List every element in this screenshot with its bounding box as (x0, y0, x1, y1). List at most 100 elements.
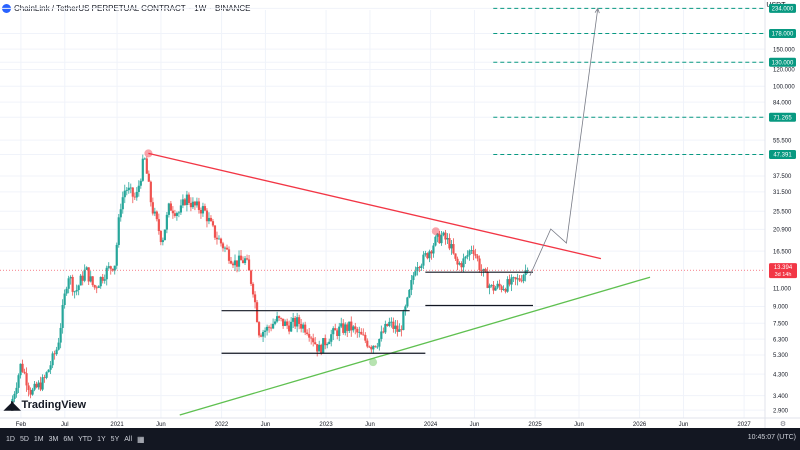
price-tick-label: 11.000 (773, 286, 792, 292)
candle-body (342, 323, 345, 333)
candle-body (189, 202, 193, 208)
timeframe-1d[interactable]: 1D (6, 435, 15, 443)
candle-body (67, 278, 70, 289)
candle-body (498, 283, 501, 287)
candle-body (259, 335, 263, 337)
target-price-tag (769, 3, 796, 13)
candle-body (121, 197, 124, 210)
candle-body (177, 212, 180, 214)
candle-body (57, 342, 60, 350)
candle-body (488, 285, 491, 288)
candle-body (378, 338, 381, 347)
candle-body (53, 353, 56, 355)
candle-body (508, 279, 511, 285)
candle-body (33, 383, 36, 390)
candle-body (199, 209, 203, 214)
candle-body (512, 277, 515, 279)
candle-body (294, 317, 297, 327)
candle-body (412, 275, 415, 281)
candle-body (282, 318, 285, 326)
candle-body (29, 390, 32, 395)
candle-body (143, 158, 146, 160)
candle-body (79, 275, 82, 286)
candle-body (25, 373, 28, 386)
candle-body (15, 387, 18, 394)
candle-body (145, 158, 148, 174)
candle-body (406, 297, 409, 307)
candle-body (273, 321, 277, 324)
target-price-tag (769, 112, 796, 122)
candle-body (171, 210, 174, 214)
candle-body (502, 289, 505, 290)
candle-body (19, 363, 22, 376)
price-tick-label: 37.500 (773, 174, 792, 180)
candle-body (460, 263, 463, 268)
candle-body (440, 235, 443, 244)
timeframe-3m[interactable]: 3M (48, 435, 59, 443)
candle-body (490, 284, 493, 286)
time-tick-label: 2023 (319, 422, 333, 428)
candle-body (75, 290, 78, 292)
price-chart[interactable]: 234.000 178.000 150.000 130.000 120.000 100.0… (0, 0, 800, 428)
candle-body (442, 232, 445, 236)
candle-body (155, 211, 158, 220)
candle-body (522, 275, 525, 282)
candle-body (364, 334, 367, 341)
candle-body (348, 321, 351, 331)
candle-body (322, 338, 325, 354)
candle-body (261, 331, 265, 337)
candle-body (239, 255, 243, 261)
candle-body (410, 280, 413, 290)
candle-body (265, 326, 269, 331)
timeframe-6m[interactable]: 6M (63, 435, 74, 443)
candle-body (474, 253, 477, 256)
candle-body (71, 276, 74, 292)
candle-body (480, 270, 483, 272)
candle-body (187, 194, 191, 203)
candle-body (280, 317, 283, 319)
candle-body (464, 256, 467, 259)
candle-body (23, 371, 26, 374)
candle-body (428, 251, 431, 259)
candle-body (133, 196, 136, 198)
pivot-marker (144, 149, 153, 158)
candle-body (217, 238, 221, 240)
time-tick-label: 2027 (737, 422, 751, 428)
date-range-icon[interactable]: ▦ (137, 434, 145, 444)
candle-body (456, 258, 459, 265)
candle-body (346, 324, 349, 331)
candle-body (312, 338, 315, 343)
candle-body (123, 190, 126, 198)
candle-body (85, 267, 88, 270)
candle-body (165, 214, 168, 230)
candle-body (380, 331, 383, 339)
timeframe-ytd[interactable]: YTD (78, 435, 93, 443)
candle-body (362, 334, 365, 336)
candle-body (288, 325, 291, 332)
utc-clock[interactable]: 10:45:07 (UTC) (747, 434, 796, 441)
candle-body (290, 321, 293, 332)
candle-body (55, 349, 58, 355)
candle-body (117, 217, 120, 245)
timeframe-1m[interactable]: 1M (33, 435, 44, 443)
candle-body (153, 211, 156, 214)
time-tick-label: 2024 (424, 422, 438, 428)
candle-body (231, 263, 235, 266)
candle-body (87, 267, 90, 282)
timeframe-all[interactable]: All (124, 435, 133, 443)
time-tick-label: 2021 (110, 422, 124, 428)
candle-body (408, 289, 411, 298)
candle-body (81, 275, 84, 281)
price-tick-label: 6.300 (773, 337, 789, 343)
candle-body (65, 288, 68, 294)
candle-body (173, 213, 176, 216)
timeframe-5d[interactable]: 5D (19, 435, 29, 443)
timeframe-1y[interactable]: 1Y (97, 435, 106, 443)
timeframe-5y[interactable]: 5Y (110, 435, 120, 443)
candle-body (420, 265, 423, 269)
candle-body (253, 294, 257, 303)
time-tick-label: 2026 (633, 422, 647, 428)
candle-body (360, 331, 363, 335)
support-trendline (179, 276, 651, 416)
candle-body (245, 258, 249, 260)
